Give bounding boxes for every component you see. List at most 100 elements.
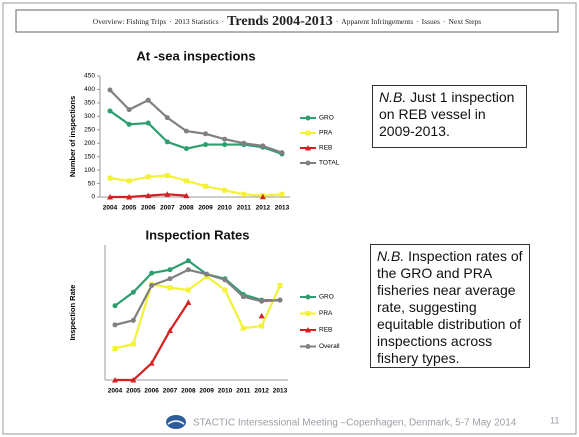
point (107, 175, 113, 181)
x-tick-label: 2013 (273, 388, 288, 395)
x-tick-label: 2012 (254, 388, 269, 395)
series-line (114, 275, 282, 350)
legend-label: TOTAL (319, 160, 340, 167)
point (164, 139, 170, 145)
note-emphasis: N.B. (379, 89, 407, 105)
note-box: N.B. Just 1 inspection on REB vessel in … (372, 85, 527, 148)
point (305, 160, 311, 166)
y-tick-label: 50 (88, 180, 96, 187)
legend-label: PRA (319, 130, 333, 137)
x-tick-label: 2008 (179, 205, 194, 212)
y-tick-label: 300 (84, 113, 95, 120)
point (167, 327, 173, 333)
point (126, 121, 132, 127)
point (145, 97, 151, 103)
series-line (114, 268, 281, 326)
series-line (114, 259, 280, 307)
point (203, 142, 209, 148)
point (145, 174, 151, 180)
line-chart: At -sea inspections Number of inspections… (68, 48, 340, 211)
y-tick-label: 400 (84, 86, 95, 93)
series-line (109, 89, 283, 154)
footer-text: STACTIC Intersessional Meeting –Copenhag… (193, 418, 517, 429)
legend-label: Overall (319, 343, 340, 350)
point (260, 143, 266, 149)
point (305, 115, 311, 121)
nav-item: Next Steps (448, 17, 481, 26)
x-tick-label: 2004 (108, 388, 123, 395)
point (222, 287, 228, 293)
nav-separator: · (169, 17, 172, 26)
point (259, 298, 265, 304)
x-tick-label: 2007 (160, 205, 175, 212)
point (241, 140, 247, 146)
point (203, 183, 209, 189)
point (305, 294, 311, 300)
nav-item: Apparent Infringements (341, 17, 413, 26)
point (183, 192, 190, 199)
x-tick-label: 2012 (256, 205, 271, 212)
point (107, 108, 113, 114)
x-tick-label: 2006 (141, 205, 156, 212)
point (164, 191, 171, 197)
y-tick-label: 350 (84, 100, 95, 107)
legend-label: GRO (319, 115, 334, 122)
point (167, 267, 173, 273)
point (130, 377, 137, 383)
point (240, 294, 246, 300)
y-tick-label: 100 (84, 167, 95, 174)
point (305, 327, 311, 333)
point (145, 120, 151, 126)
y-axis-label: Number of inspections (68, 96, 77, 177)
chart-title: At -sea inspections (136, 48, 255, 63)
point (167, 285, 173, 291)
y-axis-label: Inspection Rate (68, 285, 77, 341)
y-tick-label: 150 (84, 153, 95, 160)
point (305, 145, 311, 151)
header-nav: Overview: Fishing Trips · 2013 Statistics ·… (93, 14, 481, 29)
x-tick-label: 2004 (103, 205, 118, 212)
point (277, 297, 283, 303)
nav-item: Issues (422, 17, 440, 26)
point (112, 377, 118, 383)
point (305, 130, 311, 136)
point (149, 283, 155, 288)
nav-text: Overview: Fishing Trips · 2013 Statistics ·… (93, 14, 481, 29)
point (183, 128, 189, 134)
point (222, 277, 228, 283)
point (148, 360, 155, 366)
x-tick-label: 2013 (275, 205, 290, 212)
point (185, 258, 191, 264)
note-box: N.B. Inspection rates of the GRO and PRA… (370, 244, 530, 368)
point (204, 271, 210, 277)
point (240, 325, 246, 331)
legend-label: GRO (319, 294, 334, 301)
nav-item: Trends 2004-2013 (227, 14, 333, 29)
note-text: Inspection rates of the GRO and PRA fish… (377, 248, 523, 366)
point (203, 131, 209, 137)
point (183, 146, 189, 152)
point (164, 172, 170, 178)
point (258, 312, 265, 319)
y-tick-label: 0 (91, 194, 95, 201)
point (130, 289, 136, 295)
note-text: Just 1 inspection on REB vessel in 2009-… (379, 89, 515, 139)
point (130, 341, 136, 347)
point (130, 317, 136, 323)
point (305, 311, 311, 316)
y-tick-label: 250 (84, 126, 95, 133)
point (279, 150, 285, 156)
x-tick-label: 2008 (181, 388, 196, 395)
point (222, 136, 228, 142)
point (185, 299, 192, 305)
point (126, 178, 132, 184)
x-tick-label: 2011 (237, 205, 251, 212)
legend-label: REB (319, 327, 332, 334)
x-tick-label: 2005 (122, 205, 137, 212)
point (241, 191, 247, 197)
x-tick-label: 2006 (144, 388, 159, 395)
legend-label: PRA (319, 310, 333, 317)
point (222, 142, 228, 148)
